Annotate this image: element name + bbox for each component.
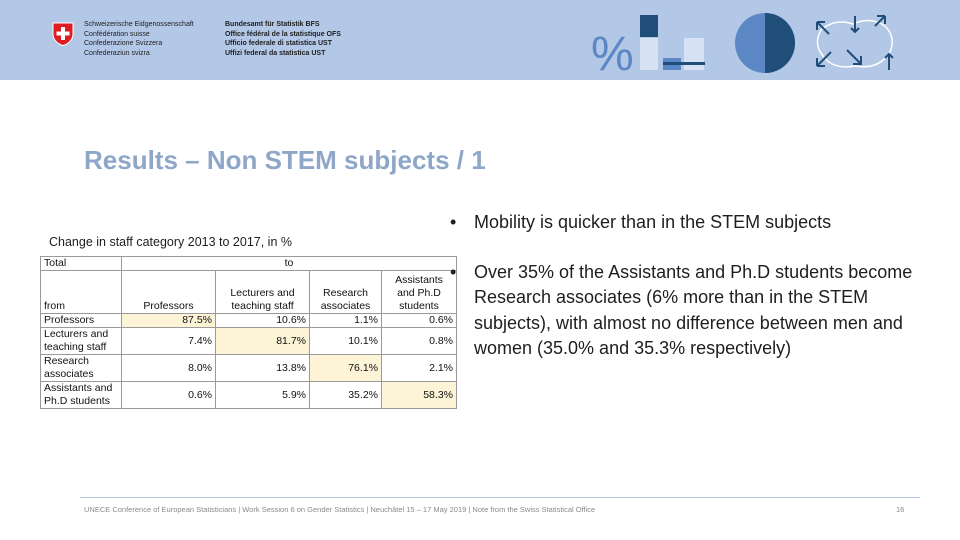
table-cell: 81.7% (215, 327, 310, 355)
table-cell: 10.1% (309, 327, 382, 355)
column-header: Assistants and Ph.D students (381, 270, 457, 314)
table-cell: 5.9% (215, 381, 310, 409)
slide-title: Results – Non STEM subjects / 1 (84, 145, 486, 175)
table-cell: 8.0% (121, 354, 216, 382)
office-name-it: Ufficio federale di statistica UST (225, 40, 332, 47)
column-header: Lecturers and teaching staff (215, 270, 310, 314)
office-names: Bundesamt für Statistik BFS Office fédér… (225, 20, 341, 58)
footer-text: UNECE Conference of European Statisticia… (84, 505, 596, 514)
pie-icon (735, 13, 795, 73)
table-caption: Change in staff category 2013 to 2017, i… (49, 235, 292, 249)
header-band: Schweizerische Eidgenossenschaft Confédé… (0, 0, 960, 80)
row-label: Lecturers and teaching staff (40, 327, 122, 355)
table-cell: 0.6% (381, 313, 457, 328)
org-name-fr: Confédération suisse (84, 30, 150, 38)
table-header-row: Total to (40, 256, 457, 271)
table-row: Lecturers and teaching staff 7.4% 81.7% … (40, 327, 457, 355)
staff-change-table: Total to from Professors Lecturers and t… (40, 256, 457, 409)
table-cell: 1.1% (309, 313, 382, 328)
table-cell: 7.4% (121, 327, 216, 355)
table-row: Research associates 8.0% 13.8% 76.1% 2.1… (40, 354, 457, 382)
federation-names: Schweizerische Eidgenossenschaft Confédé… (84, 20, 194, 58)
row-label: Research associates (40, 354, 122, 382)
corner-total-cell: Total (40, 256, 122, 271)
bullet-item: Over 35% of the Assistants and Ph.D stud… (450, 260, 930, 362)
bar-icon-5 (663, 62, 705, 65)
table-row: Professors 87.5% 10.6% 1.1% 0.6% (40, 313, 457, 328)
percent-icon: % (591, 28, 634, 76)
table-cell: 0.6% (121, 381, 216, 409)
row-label: Assistants and Ph.D students (40, 381, 122, 409)
table-cell: 58.3% (381, 381, 457, 409)
table-cell: 13.8% (215, 354, 310, 382)
table-column-header-row: from Professors Lecturers and teaching s… (40, 270, 457, 314)
to-label-cell: to (121, 256, 457, 271)
swiss-map-arrows-icon (816, 15, 894, 70)
row-label: Professors (40, 313, 122, 328)
office-name-fr: Office fédéral de la statistique OFS (225, 30, 341, 38)
bullet-item: Mobility is quicker than in the STEM sub… (450, 210, 930, 236)
footer-divider (80, 497, 920, 498)
page-number: 16 (896, 505, 905, 514)
swiss-crest-icon (52, 22, 74, 46)
table-cell: 76.1% (309, 354, 382, 382)
bar-icon-2 (640, 38, 658, 70)
column-header: Research associates (309, 270, 382, 314)
org-name-rm: Confederaziun svizra (84, 49, 150, 57)
org-name-it: Confederazione Svizzera (84, 40, 163, 47)
table-cell: 10.6% (215, 313, 310, 328)
bullet-list: Mobility is quicker than in the STEM sub… (450, 210, 930, 386)
office-name-rm: Uffizi federal da statistica UST (225, 49, 326, 57)
table-cell: 87.5% (121, 313, 216, 328)
table-row: Assistants and Ph.D students 0.6% 5.9% 3… (40, 381, 457, 409)
table-cell: 2.1% (381, 354, 457, 382)
org-name-de: Schweizerische Eidgenossenschaft (84, 21, 194, 28)
table-cell: 35.2% (309, 381, 382, 409)
from-label-cell: from (40, 270, 122, 314)
bar-icon-4 (684, 38, 704, 70)
statistics-decoration: % (591, 13, 894, 76)
office-name-de: Bundesamt für Statistik BFS (225, 21, 320, 28)
table-cell: 0.8% (381, 327, 457, 355)
column-header: Professors (121, 270, 216, 314)
bar-icon-1 (640, 15, 658, 37)
